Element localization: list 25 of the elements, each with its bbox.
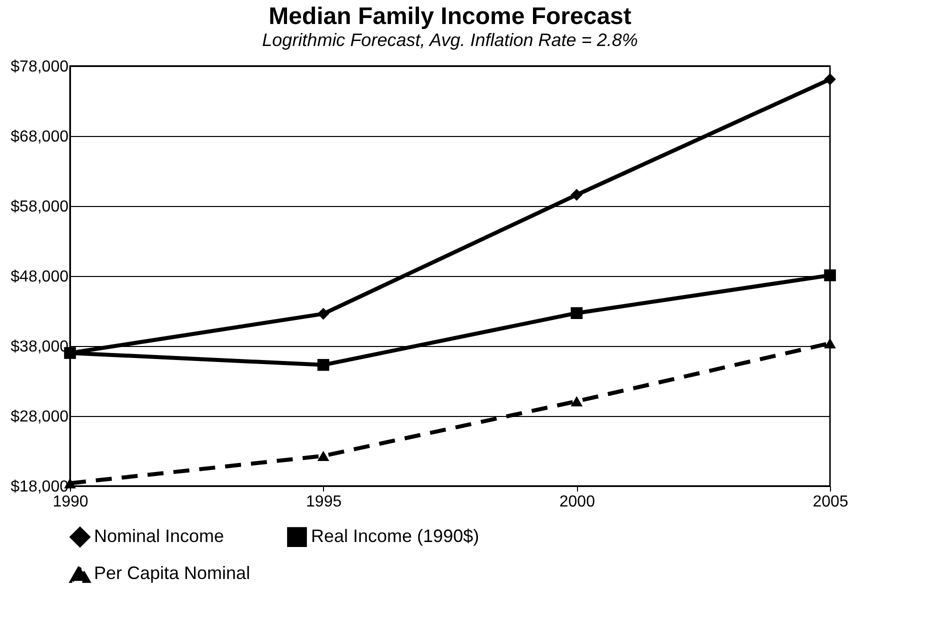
point bbox=[570, 188, 583, 201]
point bbox=[824, 338, 836, 348]
y-tick-label: $48,000 bbox=[10, 268, 69, 286]
x-tick-label: 2000 bbox=[559, 494, 596, 510]
point bbox=[317, 308, 330, 320]
x-tick-label: 1995 bbox=[306, 494, 342, 510]
x-tick-label: 2005 bbox=[812, 494, 848, 510]
legend-label: Nominal Income bbox=[94, 526, 224, 546]
chart-subtitle: Logrithmic Forecast, Avg. Inflation Rate = 2.8% bbox=[262, 30, 638, 50]
legend-label: Per Capita Nominal bbox=[94, 563, 250, 583]
y-tick-label: $18,000 bbox=[10, 478, 69, 496]
point bbox=[317, 450, 330, 462]
y-tick-label: $78,000 bbox=[10, 58, 69, 76]
chart-title: Median Family Income Forecast bbox=[268, 3, 632, 30]
point bbox=[317, 358, 330, 371]
y-tick-label: $58,000 bbox=[10, 198, 69, 216]
y-tick-label: $28,000 bbox=[10, 408, 69, 426]
point bbox=[570, 396, 583, 406]
y-tick-label: $38,000 bbox=[10, 338, 69, 356]
point bbox=[824, 73, 836, 86]
legend-label: Real Income (1990$) bbox=[311, 526, 480, 546]
point bbox=[570, 307, 583, 320]
x-tick-label: 1990 bbox=[52, 494, 88, 510]
y-tick-label: $68,000 bbox=[10, 128, 69, 146]
point bbox=[824, 269, 836, 282]
